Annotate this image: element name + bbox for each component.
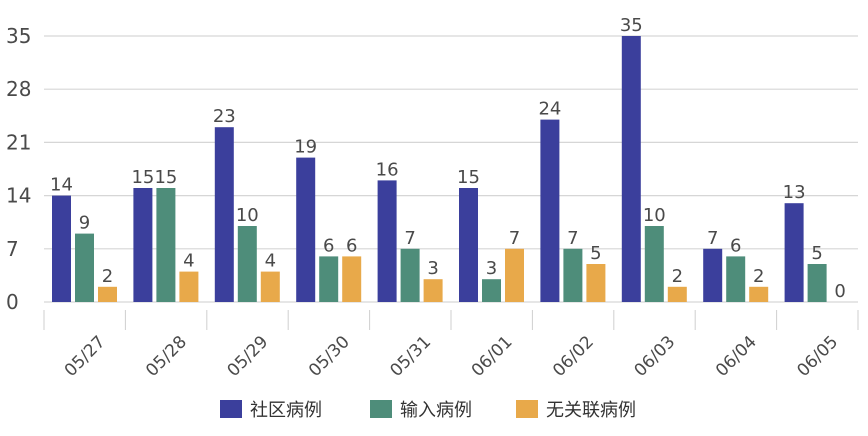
legend-label: 社区病例 — [250, 400, 322, 421]
bar-输入病例-05/29 — [237, 226, 257, 302]
bar-输入病例-05/30 — [319, 256, 339, 302]
bar-输入病例-06/03 — [644, 226, 664, 302]
data-label: 15 — [131, 167, 154, 188]
bar-无关联病例-05/29 — [260, 271, 280, 302]
data-label: 15 — [457, 167, 480, 188]
data-label: 2 — [672, 266, 683, 287]
bar-无关联病例-05/28 — [179, 271, 199, 302]
bar-无关联病例-06/04 — [749, 286, 769, 302]
bar-无关联病例-05/27 — [98, 286, 117, 302]
bar-输入病例-05/28 — [156, 188, 176, 302]
legend-label: 无关联病例 — [546, 400, 636, 421]
bar-无关联病例-05/31 — [423, 279, 443, 302]
x-tick-label: 05/29 — [224, 332, 273, 381]
legend-label: 输入病例 — [400, 400, 472, 421]
data-label: 14 — [50, 175, 73, 196]
grid-layer — [44, 35, 858, 303]
y-tick-label: 21 — [6, 130, 31, 154]
data-label: 24 — [538, 99, 561, 120]
data-label: 7 — [404, 228, 415, 249]
data-label: 35 — [620, 15, 643, 36]
bar-社区病例-05/30 — [296, 157, 316, 302]
data-label: 3 — [427, 258, 438, 279]
data-label: 4 — [265, 251, 276, 272]
legend-swatch — [516, 400, 538, 418]
bar-输入病例-05/31 — [400, 248, 420, 302]
data-label: 6 — [730, 235, 741, 256]
data-label: 7 — [707, 228, 718, 249]
x-tick-label: 06/02 — [549, 332, 598, 381]
x-tick-label: 05/30 — [305, 332, 354, 381]
bar-社区病例-05/27 — [52, 195, 71, 302]
bar-社区病例-05/29 — [214, 127, 234, 302]
x-tick-label: 06/05 — [793, 332, 842, 381]
data-label: 9 — [79, 213, 90, 234]
data-label: 7 — [509, 228, 520, 249]
legend-swatch — [220, 400, 242, 418]
bar-输入病例-06/02 — [563, 248, 583, 302]
y-tick-label: 7 — [6, 237, 19, 261]
data-label: 15 — [154, 167, 177, 188]
x-tick-label: 06/03 — [631, 332, 680, 381]
data-label: 16 — [376, 159, 399, 180]
data-label: 4 — [183, 251, 194, 272]
bar-社区病例-05/31 — [377, 180, 397, 302]
data-label: 7 — [567, 228, 578, 249]
bars-layer — [52, 36, 827, 302]
bar-社区病例-06/04 — [703, 248, 723, 302]
bar-无关联病例-06/03 — [667, 286, 687, 302]
bar-无关联病例-06/01 — [505, 248, 524, 302]
x-tick-label: 05/31 — [386, 332, 435, 381]
category-separators — [43, 310, 859, 330]
data-label: 6 — [346, 235, 357, 256]
y-axis-ticks: 0 7 14 21 28 35 — [6, 24, 31, 314]
bar-输入病例-06/04 — [726, 256, 746, 302]
x-axis-ticks: 05/27 05/28 05/29 05/30 05/31 06/01 06/02 06/03… — [61, 332, 842, 381]
data-label: 10 — [643, 205, 666, 226]
y-tick-label: 35 — [6, 24, 31, 48]
data-label: 2 — [102, 266, 113, 287]
bar-社区病例-06/02 — [540, 119, 560, 302]
data-label: 3 — [486, 258, 497, 279]
legend-swatch — [370, 400, 392, 418]
data-label: 10 — [236, 205, 259, 226]
y-tick-label: 14 — [6, 184, 31, 208]
x-tick-label: 06/04 — [712, 332, 761, 381]
bar-无关联病例-05/30 — [342, 256, 362, 302]
x-tick-label: 05/27 — [61, 332, 110, 381]
data-label: 5 — [811, 243, 822, 264]
x-tick-label: 05/28 — [142, 332, 191, 381]
data-label: 5 — [590, 243, 601, 264]
y-tick-label: 28 — [6, 77, 31, 101]
bar-社区病例-06/03 — [621, 36, 641, 302]
data-label: 23 — [213, 106, 236, 127]
data-label: 19 — [294, 137, 317, 158]
bar-社区病例-06/05 — [784, 203, 804, 302]
bar-社区病例-06/01 — [459, 188, 478, 302]
bar-无关联病例-06/02 — [586, 264, 606, 302]
y-tick-label: 0 — [6, 290, 19, 314]
data-label: 6 — [323, 235, 334, 256]
x-tick-label: 06/01 — [468, 332, 517, 381]
data-label: 2 — [753, 266, 764, 287]
data-label: 13 — [783, 182, 806, 203]
legend: 社区病例 输入病例 无关联病例 — [220, 400, 636, 421]
bar-输入病例-06/05 — [807, 264, 827, 302]
bar-输入病例-06/01 — [482, 279, 501, 302]
bar-社区病例-05/28 — [133, 188, 153, 302]
data-label: 0 — [834, 281, 845, 302]
bar-输入病例-05/27 — [75, 233, 94, 302]
